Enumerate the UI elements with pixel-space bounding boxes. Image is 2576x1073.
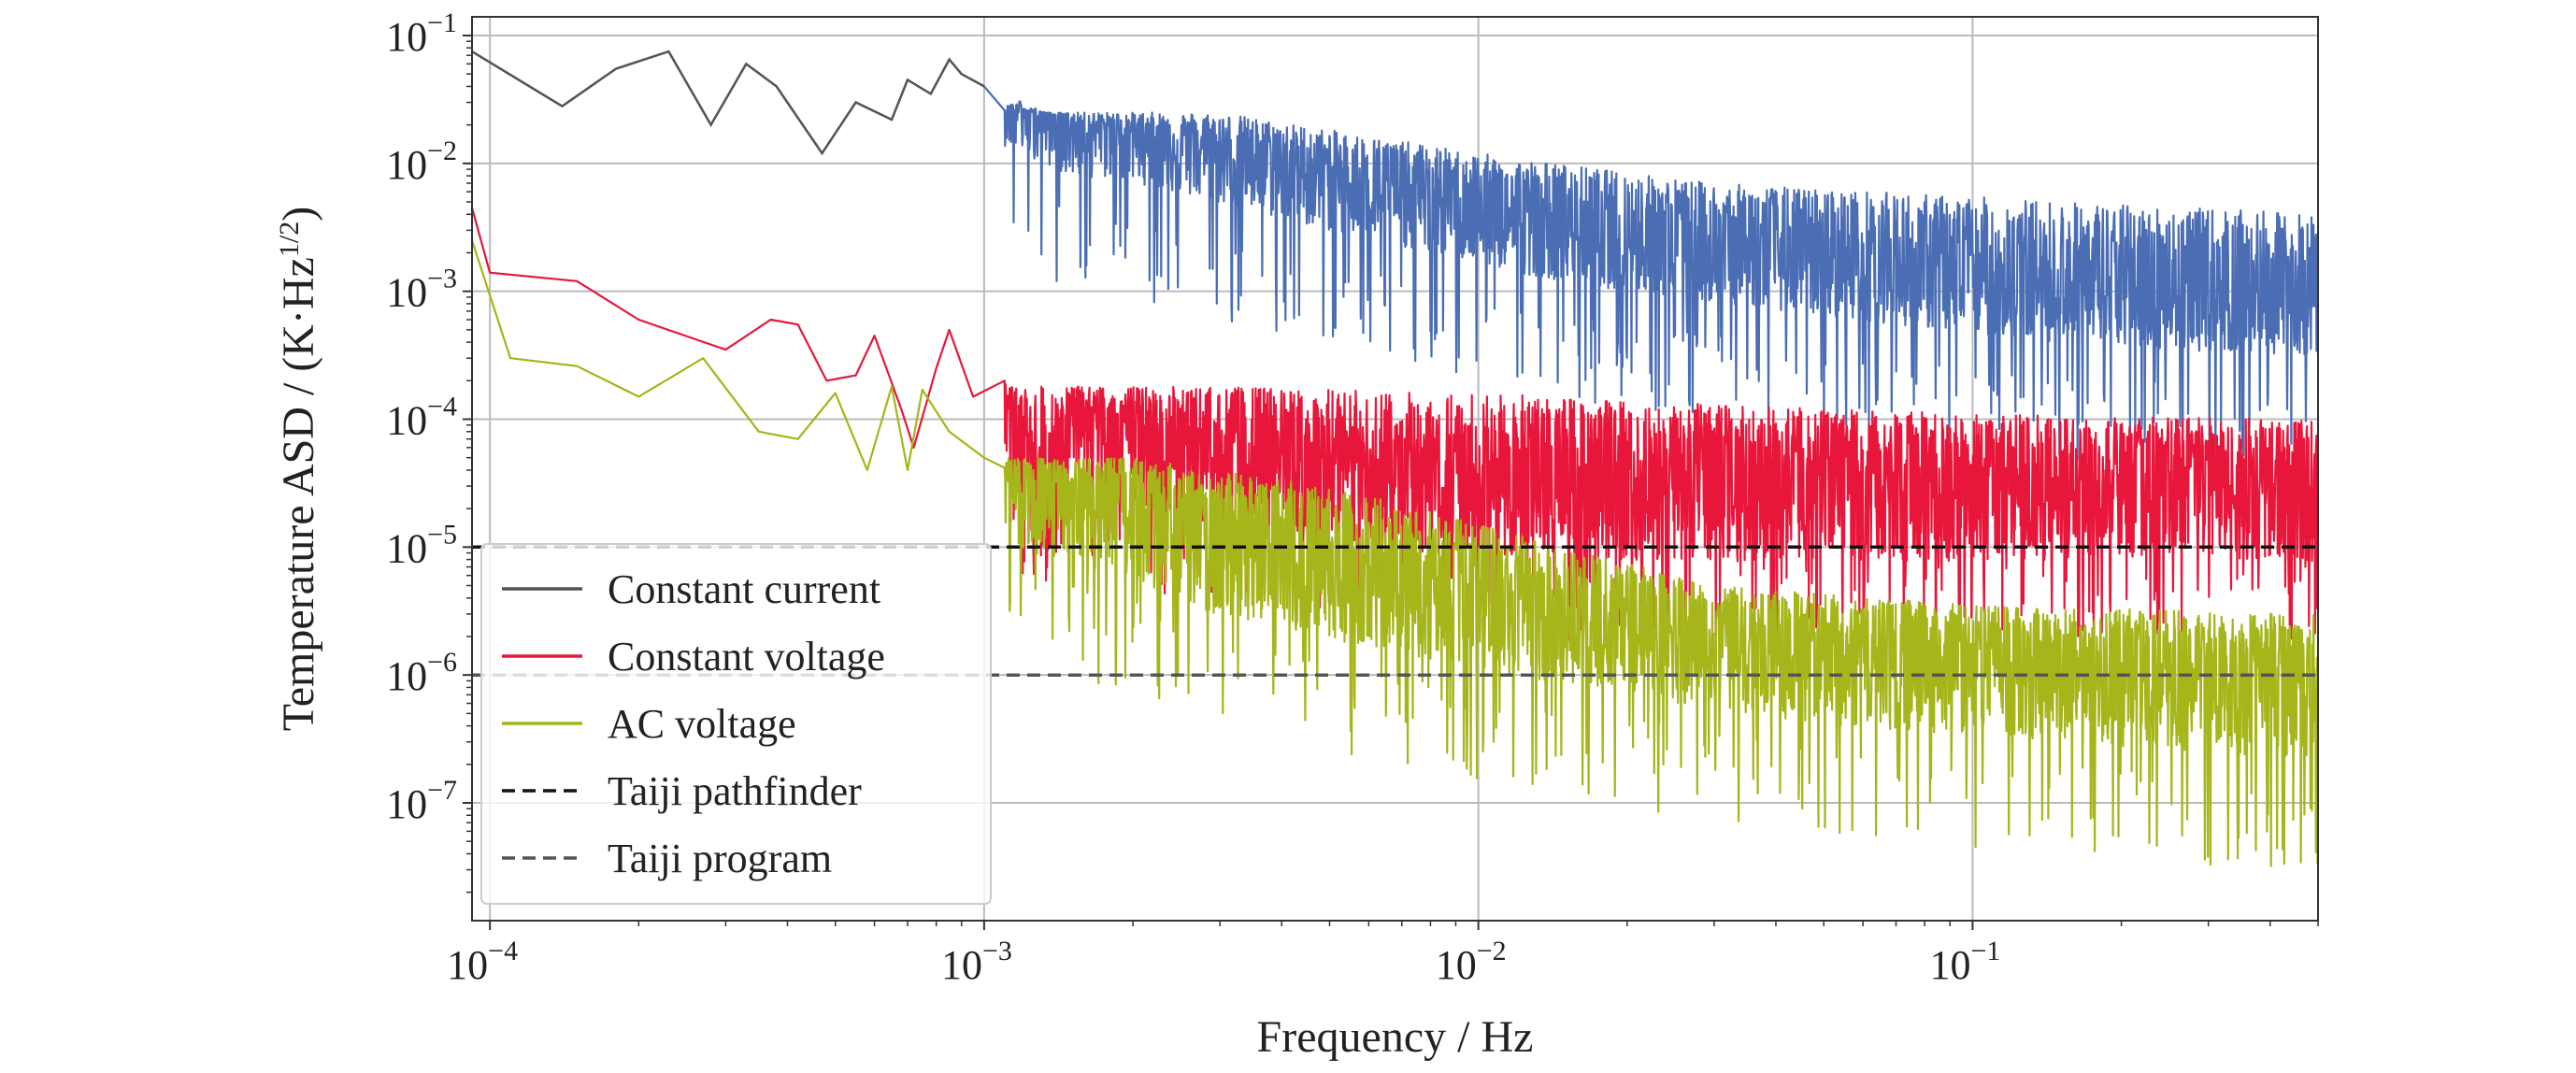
series-line-1 xyxy=(472,207,2318,645)
y-axis-label: Temperature ASD / (K·Hz1/2) xyxy=(274,207,324,731)
legend-label-3: Taiji pathfinder xyxy=(608,768,862,814)
x-tick-label: 10−2 xyxy=(1436,936,1507,988)
y-axis-label-prefix: Temperature ASD / (K·Hz xyxy=(274,257,323,731)
series-line-0 xyxy=(472,50,2318,467)
legend-label-1: Constant voltage xyxy=(608,634,885,680)
x-tick-label: 10−1 xyxy=(1929,936,2000,988)
series-line-0-low xyxy=(472,50,985,156)
x-tick-label: 10−3 xyxy=(941,936,1012,988)
legend-box xyxy=(480,543,992,905)
y-tick-label: 10−2 xyxy=(386,136,457,188)
y-tick-label: 10−7 xyxy=(386,775,457,827)
tick-labels: 10−1 10−2 10−3 10−4 10−5 10−6 10−7 10−4 10−3 10−2… xyxy=(386,7,2000,988)
legend: Constant current Constant voltage AC volta… xyxy=(480,543,992,905)
series-line-2 xyxy=(472,239,2318,867)
y-tick-label: 10−5 xyxy=(386,519,457,571)
plot-frame xyxy=(471,16,2319,922)
y-tick-label: 10−1 xyxy=(386,7,457,60)
legend-label-4: Taiji program xyxy=(608,836,832,881)
legend-label-0: Constant current xyxy=(608,566,880,612)
series-layer xyxy=(472,50,2318,867)
y-tick-label: 10−6 xyxy=(386,647,457,699)
x-tick-label: 10−4 xyxy=(447,936,518,988)
y-tick-label: 10−4 xyxy=(386,391,457,443)
x-axis-label: Frequency / Hz xyxy=(1257,1012,1534,1062)
y-axis-label-sup: 1/2 xyxy=(274,222,305,257)
tick-marks xyxy=(463,34,2319,930)
legend-label-2: AC voltage xyxy=(608,701,796,747)
y-axis-label-suffix: ) xyxy=(274,207,323,222)
y-tick-label: 10−3 xyxy=(386,264,457,316)
